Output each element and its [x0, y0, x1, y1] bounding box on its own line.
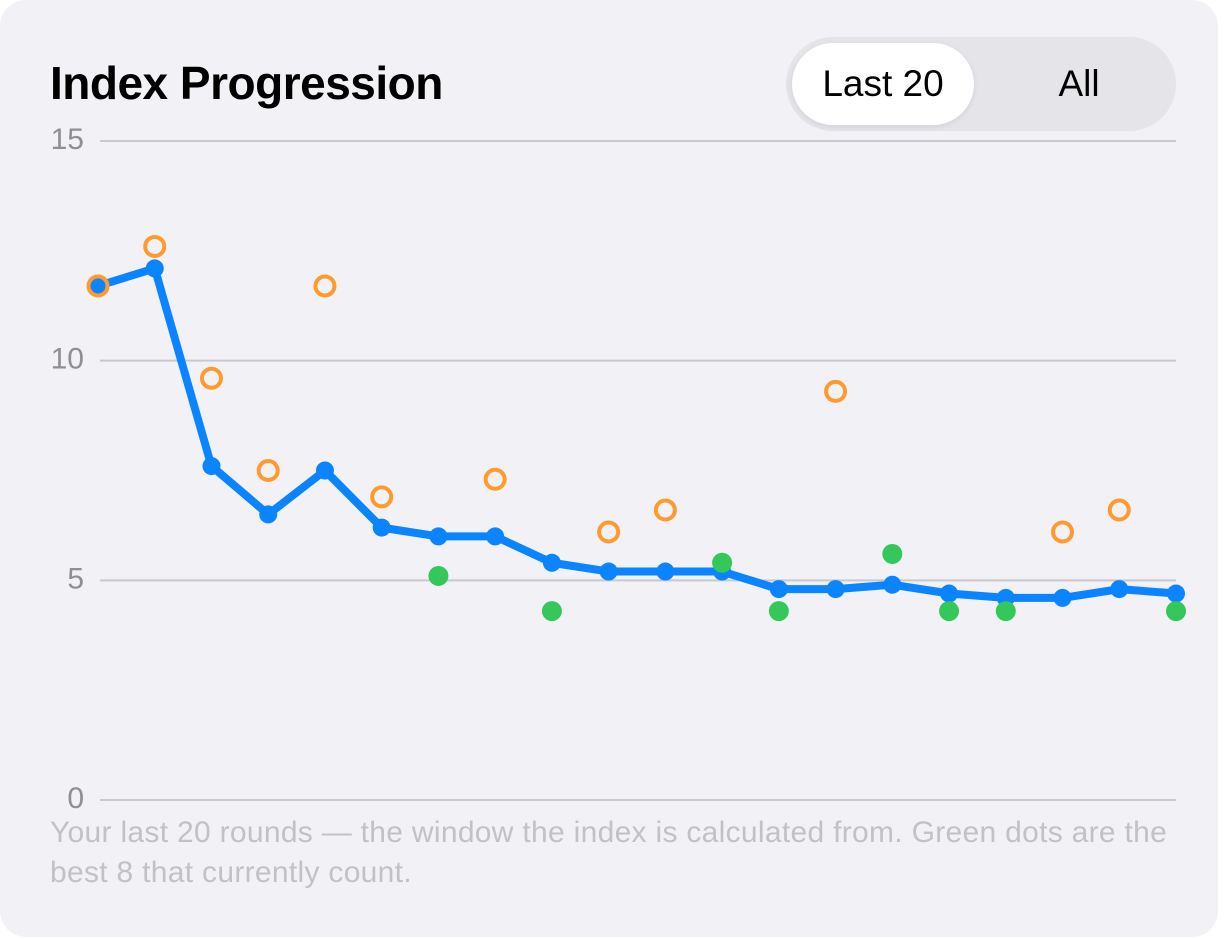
index-point: [599, 562, 618, 581]
round-dot: [653, 498, 677, 522]
index-point: [769, 580, 788, 599]
index-point: [542, 553, 561, 572]
segment-option[interactable]: All: [1058, 63, 1100, 104]
y-tick-label: 0: [67, 782, 84, 815]
index-point: [656, 562, 675, 581]
index-point: [315, 461, 334, 480]
counting-round-dot: [939, 601, 960, 622]
index-point: [259, 505, 278, 524]
index-line: [94, 264, 1180, 602]
round-dot: [597, 520, 621, 544]
counting-round-dot: [995, 601, 1016, 622]
title: Index Progression: [50, 57, 443, 109]
counting-round-dot: [882, 543, 903, 564]
index-point: [1053, 588, 1072, 607]
index-point: [486, 527, 505, 546]
round-dot: [824, 379, 848, 403]
counting-round-dot: [428, 565, 449, 586]
index-point: [940, 584, 959, 603]
round-dot: [1107, 498, 1131, 522]
round-dot: [256, 459, 280, 482]
round-dot: [199, 366, 223, 390]
index-point: [826, 580, 845, 599]
counting-round-dot: [712, 552, 733, 573]
round-dot: [483, 467, 507, 491]
index-point: [372, 518, 391, 537]
index-point: [89, 276, 107, 295]
counting-round-dot: [541, 601, 562, 622]
segment-option[interactable]: Last 20: [792, 43, 974, 125]
y-tick-label: 5: [67, 562, 84, 595]
y-tick-label: 15: [51, 123, 84, 156]
index-point: [202, 457, 221, 476]
index-point: [883, 575, 902, 594]
round-dot: [1051, 520, 1075, 544]
round-dot: [86, 274, 110, 298]
index-point: [145, 259, 164, 278]
index-point: [429, 527, 448, 546]
round-dot: [313, 274, 337, 298]
counting-round-dot: [768, 601, 789, 622]
round-dot: [370, 485, 394, 509]
caption: Your last 20 rounds — the window the ind…: [50, 816, 1168, 889]
index-point: [1167, 584, 1185, 603]
segmented-control: Last 20 All: [786, 37, 1176, 131]
y-tick-label: 10: [51, 343, 84, 376]
round-dot: [143, 234, 167, 258]
index-point: [1110, 580, 1129, 599]
counting-round-dot: [1166, 601, 1186, 622]
